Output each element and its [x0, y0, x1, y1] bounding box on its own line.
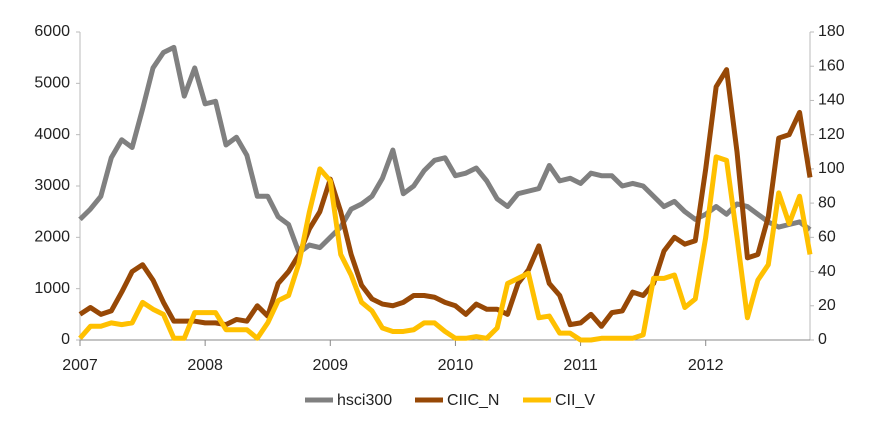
x-tick-label: 2012	[688, 357, 724, 374]
y-tick-label: 1000	[34, 280, 70, 297]
legend-label: CIIC_N	[447, 392, 499, 409]
legend-label: CII_V	[555, 392, 595, 409]
x-tick-label: 2009	[312, 357, 348, 374]
y2-tick-label: 60	[818, 229, 836, 246]
y-tick-label: 6000	[34, 23, 70, 40]
y2-tick-label: 120	[818, 126, 845, 143]
y2-tick-label: 20	[818, 297, 836, 314]
x-tick-label: 2010	[438, 357, 474, 374]
y2-tick-label: 80	[818, 194, 836, 211]
y2-tick-label: 40	[818, 263, 836, 280]
x-tick-label: 2008	[187, 357, 223, 374]
y2-tick-label: 0	[818, 331, 827, 348]
y2-tick-label: 140	[818, 92, 845, 109]
y-tick-label: 5000	[34, 75, 70, 92]
y2-tick-label: 160	[818, 57, 845, 74]
y2-tick-label: 180	[818, 23, 845, 40]
x-tick-label: 2011	[563, 357, 598, 374]
y-tick-label: 2000	[34, 229, 70, 246]
y-tick-label: 0	[61, 331, 70, 348]
y-tick-label: 4000	[34, 126, 70, 143]
x-tick-label: 2007	[62, 357, 98, 374]
series-line	[78, 67, 813, 329]
legend-label: hsci300	[337, 392, 392, 409]
y2-tick-label: 100	[818, 160, 845, 177]
y-tick-label: 3000	[34, 177, 70, 194]
series-line	[78, 44, 812, 256]
series-line	[78, 154, 813, 343]
